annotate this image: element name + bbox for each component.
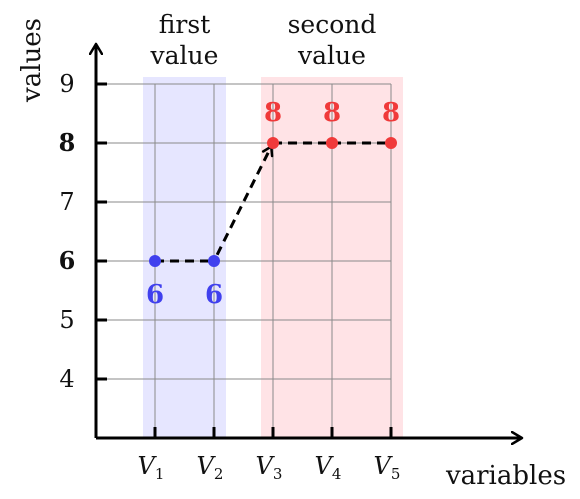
x-tick-label: V5 [374, 452, 401, 483]
transition-arrow [215, 145, 274, 256]
x-tick-label-base: V [374, 452, 394, 480]
y-tick-label: 7 [59, 188, 74, 216]
data-point [149, 255, 161, 267]
x-tick-label-sub: 5 [391, 465, 401, 483]
x-tick-label-base: V [197, 452, 217, 480]
group-title-line1: first [159, 10, 211, 39]
x-tick-label-base: V [315, 452, 335, 480]
value-label: 6 [205, 280, 223, 310]
value-connections [155, 141, 391, 263]
group-title-line2: value [150, 41, 219, 70]
x-tick-label: V1 [138, 452, 165, 483]
x-tick-label: V3 [256, 452, 283, 483]
x-tick-label-sub: 4 [332, 465, 342, 483]
data-point [385, 137, 397, 149]
y-tick-label: 5 [59, 306, 74, 334]
x-tick-label: V2 [197, 452, 224, 483]
x-axis-title: variables [445, 461, 566, 491]
y-tick-label: 4 [59, 365, 74, 393]
group-title-line2: value [297, 41, 366, 70]
x-tick-label: V4 [315, 452, 342, 483]
group-title-line1: second [288, 10, 377, 39]
data-point [208, 255, 220, 267]
x-tick-label-sub: 3 [273, 465, 283, 483]
value-label: 6 [146, 280, 164, 310]
value-label: 8 [323, 98, 341, 128]
data-point [267, 137, 279, 149]
value-label: 8 [264, 98, 282, 128]
y-tick-label: 8 [59, 128, 76, 157]
y-tick-label: 6 [59, 246, 76, 275]
y-axis-title: values [17, 18, 47, 103]
axis-ticks [96, 82, 393, 438]
data-point [326, 137, 338, 149]
y-tick-label: 9 [59, 70, 74, 98]
axes [96, 44, 522, 438]
data-points [149, 137, 397, 267]
x-tick-label-base: V [256, 452, 276, 480]
x-tick-label-base: V [138, 452, 158, 480]
value-label: 8 [382, 98, 400, 128]
x-tick-label-sub: 1 [155, 465, 165, 483]
x-tick-label-sub: 2 [214, 465, 224, 483]
